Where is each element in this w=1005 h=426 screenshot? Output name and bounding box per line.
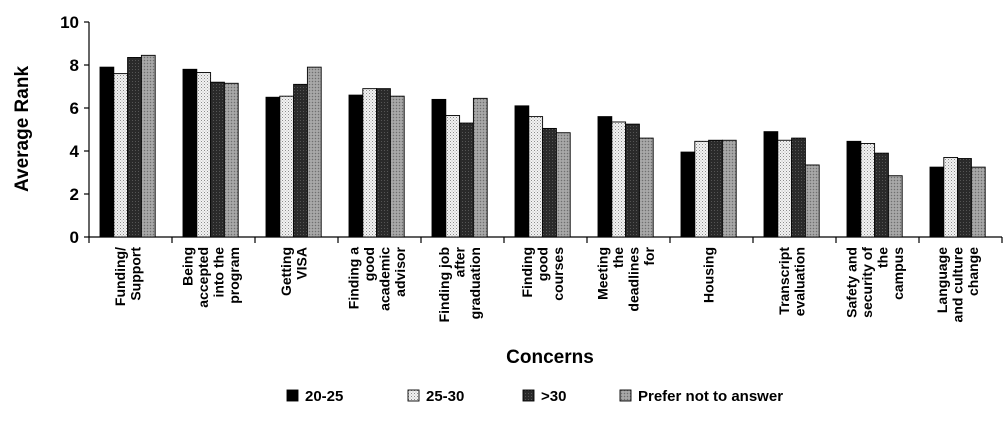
x-category-label: and culture	[950, 247, 966, 323]
y-tick-label: 2	[70, 185, 79, 204]
x-category-label: courses	[550, 247, 566, 301]
bar-2	[196, 72, 212, 238]
legend-swatch	[522, 389, 535, 402]
x-category-label: Housing	[701, 247, 717, 303]
x-category-label: deadlines	[625, 247, 641, 312]
bar-1	[431, 98, 447, 238]
bar-1	[514, 105, 530, 238]
bar-4	[970, 166, 986, 238]
bar-3	[874, 152, 889, 238]
bar-2	[611, 121, 627, 238]
bar-2	[445, 115, 461, 238]
bar-1	[929, 166, 945, 238]
x-category-label: VISA	[293, 247, 309, 280]
bar-1	[99, 66, 115, 238]
bar-2	[777, 139, 793, 238]
bar-3	[459, 122, 474, 238]
bar-2	[113, 73, 129, 238]
legend-label: 20-25	[305, 388, 343, 405]
bar-2	[860, 143, 876, 238]
bar-3	[542, 127, 557, 238]
legend-swatch	[619, 389, 632, 402]
bar-2	[362, 88, 378, 238]
x-category-label: Support	[127, 247, 143, 301]
x-category-label: good	[361, 247, 377, 281]
bar-1	[597, 116, 613, 238]
x-category-label: graduation	[467, 247, 483, 319]
x-category-label: evaluation	[791, 247, 807, 316]
y-tick-label: 0	[70, 228, 79, 247]
y-tick-label: 10	[60, 13, 79, 32]
legend-swatch	[286, 389, 299, 402]
bar-1	[763, 131, 779, 238]
bar-1	[182, 68, 198, 238]
bar-3	[127, 57, 142, 238]
bar-4	[887, 175, 903, 238]
bar-4	[638, 137, 654, 238]
bar-3	[293, 83, 308, 238]
bar-4	[472, 97, 488, 238]
x-category-label: Transcript	[776, 247, 792, 315]
y-tick-label: 6	[70, 99, 79, 118]
x-axis-title: Concerns	[506, 347, 594, 368]
y-tick-label: 8	[70, 56, 79, 75]
bar-2	[694, 140, 710, 238]
x-category-label: Finding	[519, 247, 535, 298]
x-category-label: the	[610, 247, 626, 268]
bar-1	[348, 94, 364, 238]
x-category-label: Funding/	[112, 247, 128, 306]
bar-2	[279, 95, 295, 238]
x-category-label: Finding job	[436, 247, 452, 322]
x-category-label: accepted	[195, 247, 211, 308]
x-category-label: Getting	[278, 247, 294, 296]
bar-4	[306, 66, 322, 238]
x-category-label: advisor	[392, 246, 408, 296]
bar-3	[210, 81, 225, 238]
bar-3	[957, 158, 972, 238]
bar-1	[680, 151, 696, 238]
bar-4	[140, 54, 156, 238]
x-category-label: into the	[210, 247, 226, 298]
legend: 20-25 25-30 >30 Prefer not to answer	[286, 388, 783, 405]
x-category-label: good	[535, 247, 551, 281]
x-category-label: Meeting	[594, 247, 610, 300]
x-category-label: the	[874, 247, 890, 268]
bar-4	[804, 164, 820, 238]
bar-3	[376, 88, 391, 238]
bar-1	[265, 96, 281, 238]
bar-4	[555, 132, 571, 238]
x-category-label: after	[452, 246, 468, 277]
x-category-label: security of	[859, 247, 875, 318]
bar-4	[223, 82, 239, 238]
y-tick-label: 4	[70, 142, 80, 161]
bar-3	[625, 123, 640, 238]
bar-2	[943, 156, 959, 238]
legend-swatch	[407, 389, 420, 402]
bar-2	[528, 116, 544, 238]
x-category-label: program	[226, 247, 242, 304]
x-category-label: change	[965, 247, 981, 296]
legend-label: 25-30	[426, 388, 464, 405]
bar-4	[721, 139, 737, 238]
x-category-label: Finding a	[345, 247, 361, 309]
y-axis-title: Average Rank	[12, 66, 33, 192]
x-category-label: Being	[179, 247, 195, 286]
legend-label: Prefer not to answer	[638, 388, 783, 405]
x-category-label: for	[641, 246, 657, 265]
x-category-label: Safety and	[843, 247, 859, 318]
legend-label: >30	[541, 388, 566, 405]
bar-3	[791, 137, 806, 238]
x-category-label: campus	[890, 247, 906, 300]
x-category-label: academic	[376, 247, 392, 311]
bar-1	[846, 140, 862, 238]
bar-4	[389, 95, 405, 238]
x-category-label: Language	[934, 247, 950, 313]
bar-3	[708, 139, 723, 238]
